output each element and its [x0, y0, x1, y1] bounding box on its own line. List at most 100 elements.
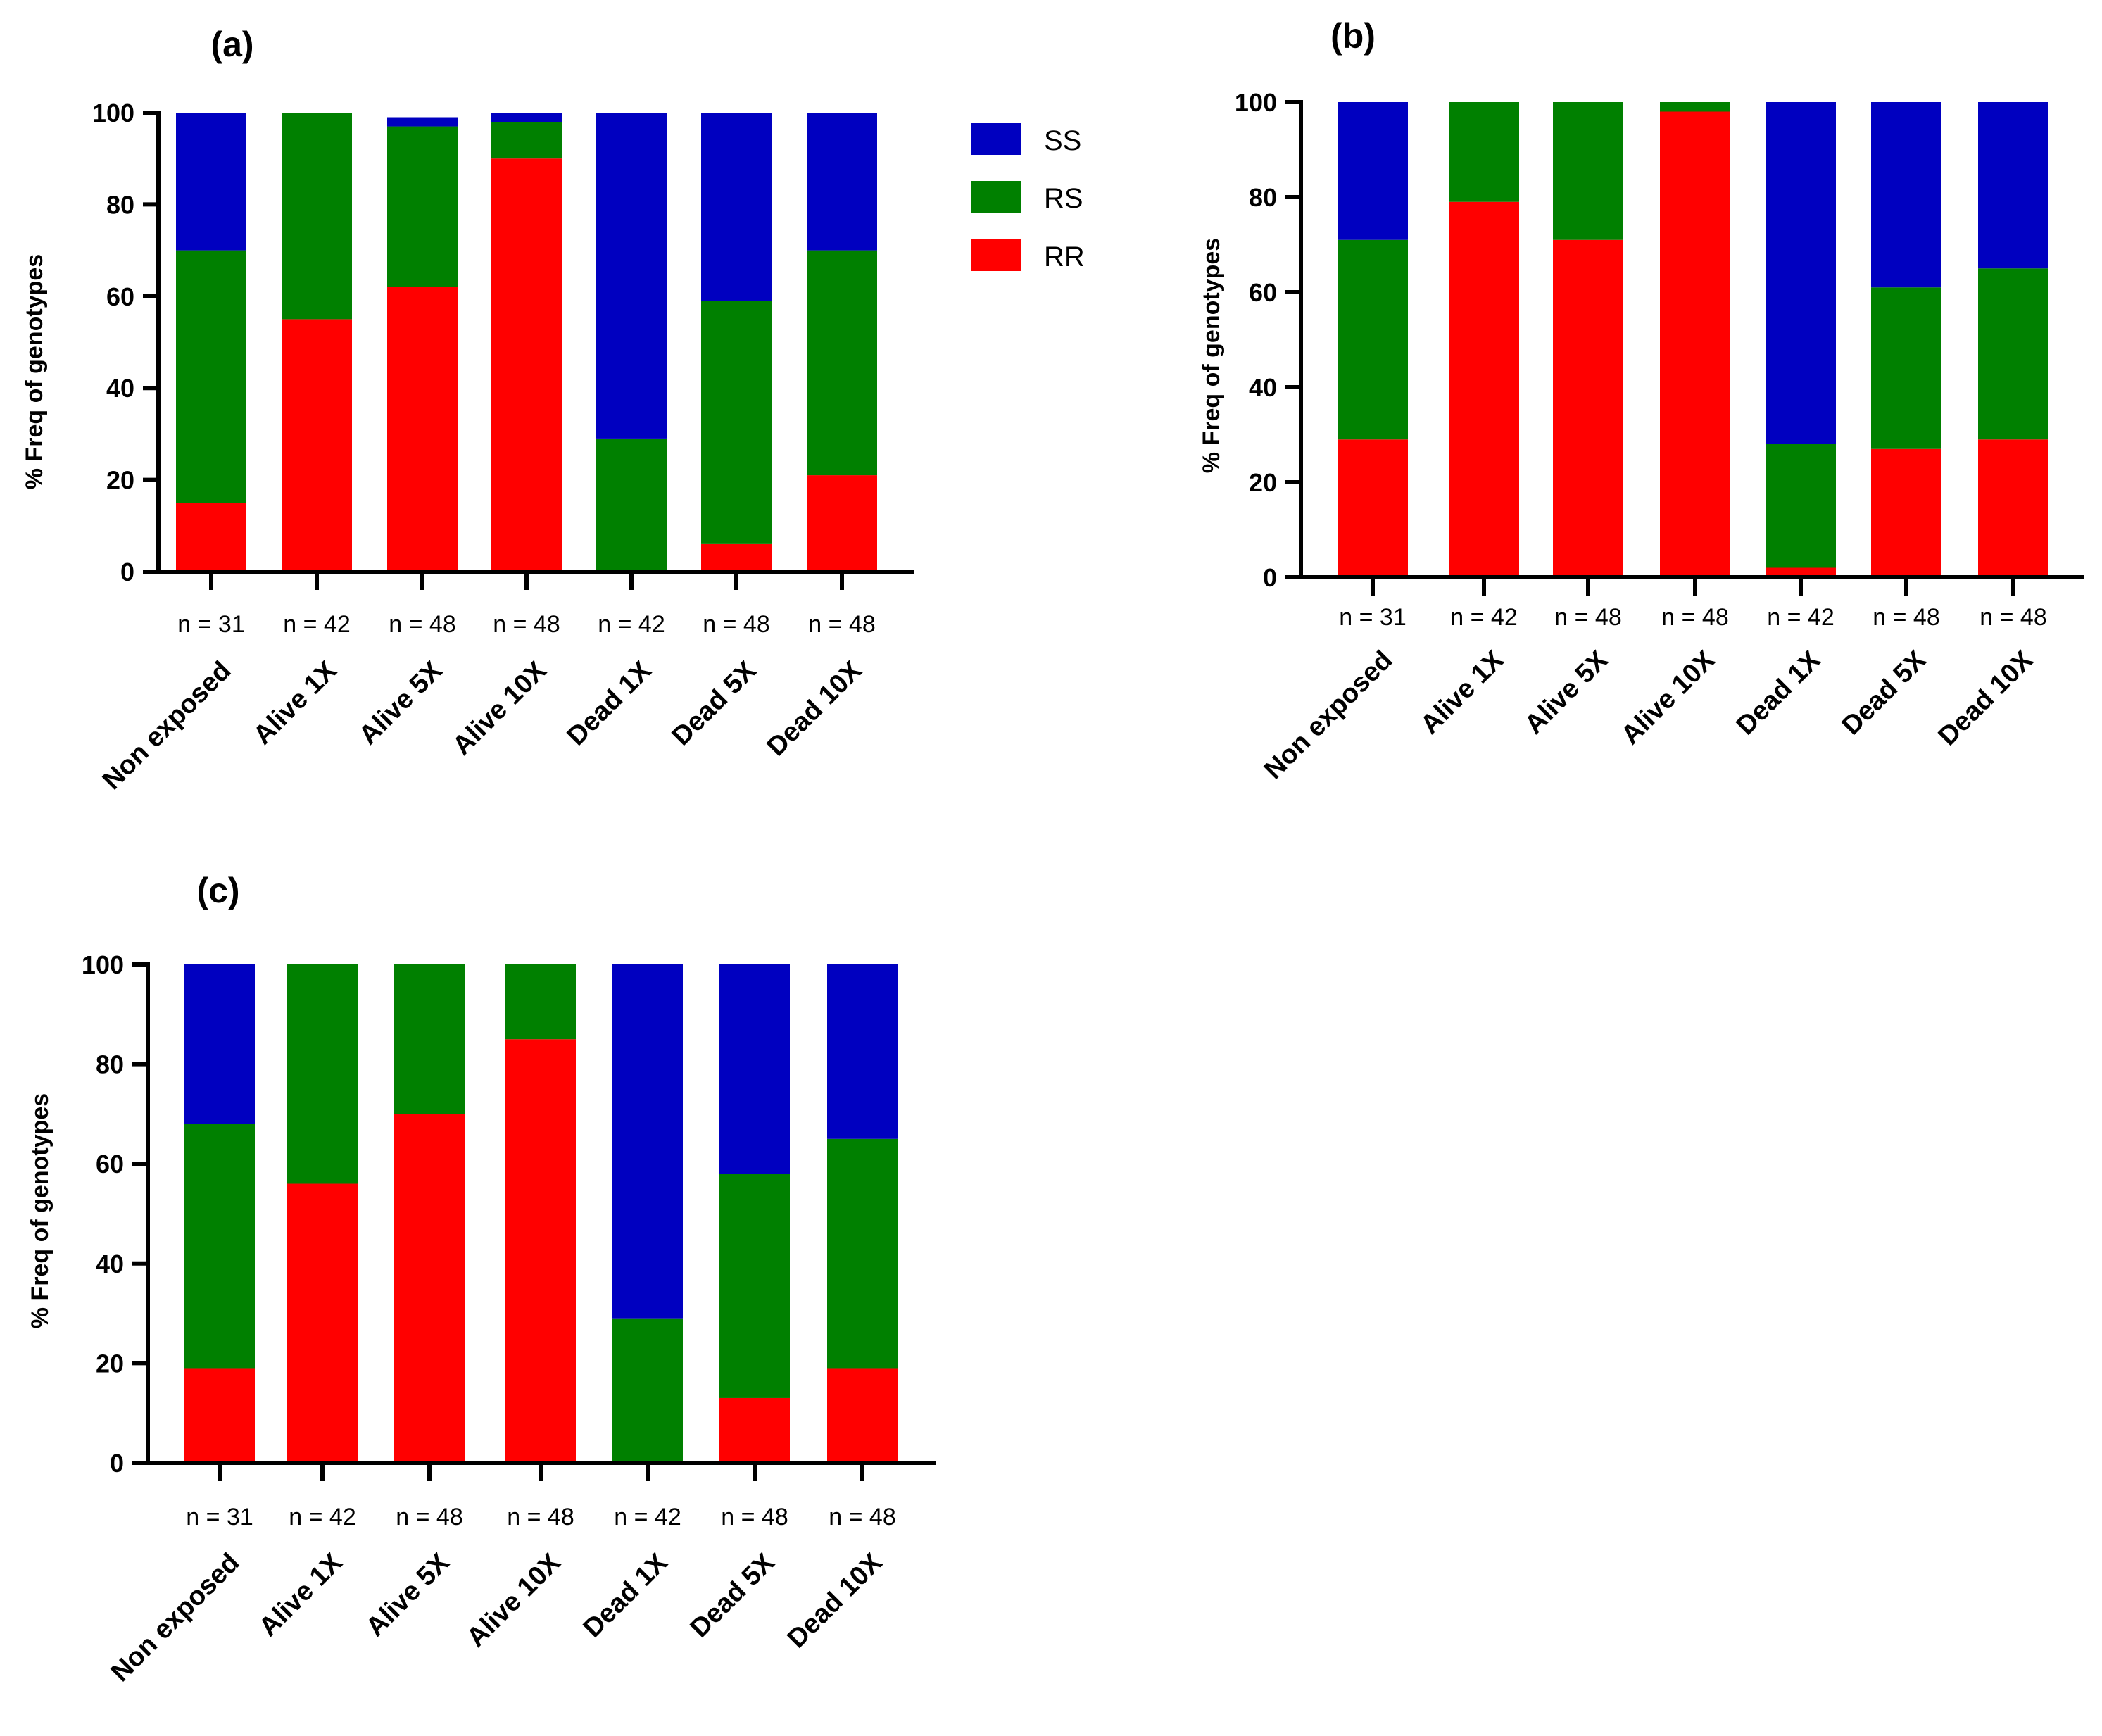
- bar-rs-6: [701, 301, 772, 544]
- bar-rs-4: [505, 964, 576, 1040]
- bar-rs-2: [287, 964, 358, 1184]
- y-tick-label: 100: [82, 950, 124, 979]
- panel-label: (a): [210, 25, 253, 64]
- legend-swatch-rs: [971, 181, 1021, 213]
- legend-swatch-rr: [971, 239, 1021, 271]
- n-label: n = 42: [289, 1504, 355, 1530]
- bar-ss-7: [1978, 102, 2048, 269]
- bar-rr-1: [176, 503, 246, 572]
- bar-rs-7: [827, 1138, 898, 1369]
- bar-rs-1: [176, 250, 246, 503]
- n-label: n = 48: [493, 611, 560, 638]
- y-tick-label: 40: [106, 374, 134, 403]
- bars-group: [176, 113, 877, 572]
- bar-rr-7: [1978, 439, 2048, 577]
- bar-ss-3: [387, 117, 458, 127]
- bar-rr-6: [701, 543, 772, 572]
- bar-rr-1: [1338, 439, 1408, 577]
- panel-label: (c): [196, 871, 239, 910]
- bar-rr-3: [387, 287, 458, 572]
- y-tick-label: 60: [96, 1150, 124, 1178]
- n-label: n = 42: [1450, 604, 1517, 631]
- legend-label-ss: SS: [1044, 125, 1081, 156]
- legend: SS RS RR: [971, 123, 1085, 272]
- bar-rs-3: [1553, 102, 1623, 240]
- n-label: n = 48: [1554, 604, 1621, 631]
- n-label: n = 42: [598, 611, 665, 638]
- bars-group: [184, 964, 898, 1463]
- bar-ss-7: [827, 964, 898, 1139]
- bar-rs-6: [1871, 287, 1941, 449]
- y-tick-label: 20: [1249, 468, 1277, 497]
- bar-rr-3: [394, 1114, 465, 1463]
- bar-rr-4: [491, 158, 562, 572]
- bar-rs-2: [1449, 102, 1519, 202]
- y-tick-label: 20: [96, 1349, 124, 1378]
- bar-rs-4: [1660, 102, 1730, 112]
- bar-rr-2: [1449, 201, 1519, 577]
- bar-ss-6: [701, 113, 772, 301]
- y-tick-label: 80: [96, 1050, 124, 1079]
- y-tick-label: 100: [92, 99, 134, 127]
- n-label: n = 48: [808, 611, 875, 638]
- bar-rs-6: [719, 1174, 790, 1398]
- y-tick-label: 80: [106, 190, 134, 219]
- bar-rr-7: [827, 1368, 898, 1463]
- bar-rs-1: [1338, 239, 1408, 440]
- n-label: n = 48: [1980, 604, 2046, 631]
- bar-rs-5: [596, 438, 667, 572]
- n-label: n = 48: [507, 1504, 574, 1530]
- bar-rs-5: [612, 1318, 683, 1463]
- bar-rr-1: [184, 1368, 255, 1463]
- n-label: n = 42: [1767, 604, 1834, 631]
- bar-rs-4: [491, 122, 562, 159]
- n-label: n = 31: [1339, 604, 1406, 631]
- y-axis-label: % Freq of genotypes: [27, 1093, 54, 1328]
- y-tick-label: 0: [110, 1449, 124, 1478]
- y-tick-label: 0: [1263, 563, 1277, 592]
- bar-ss-5: [612, 964, 683, 1319]
- bar-rs-2: [282, 113, 352, 320]
- n-label: n = 31: [186, 1504, 253, 1530]
- bar-ss-7: [807, 113, 877, 251]
- bar-rr-2: [282, 319, 352, 572]
- bar-rs-7: [1978, 268, 2048, 440]
- bar-rs-3: [394, 964, 465, 1114]
- legend-label-rr: RR: [1044, 241, 1085, 272]
- y-axis-label: % Freq of genotypes: [21, 254, 48, 489]
- n-label: n = 48: [396, 1504, 462, 1530]
- n-label: n = 48: [703, 611, 769, 638]
- n-label: n = 48: [389, 611, 455, 638]
- bar-ss-6: [719, 964, 790, 1174]
- panel-label: (b): [1330, 16, 1376, 56]
- legend-swatch-ss: [971, 123, 1021, 155]
- n-label: n = 42: [283, 611, 350, 638]
- legend-label-rs: RS: [1044, 183, 1083, 214]
- n-label: n = 42: [614, 1504, 681, 1530]
- y-tick-label: 60: [106, 282, 134, 311]
- bar-rr-6: [1871, 448, 1941, 577]
- bar-rr-6: [719, 1397, 790, 1463]
- y-tick-label: 80: [1249, 183, 1277, 212]
- bar-rr-3: [1553, 239, 1623, 577]
- bar-rs-1: [184, 1124, 255, 1369]
- bar-ss-4: [491, 113, 562, 122]
- y-tick-label: 0: [120, 558, 134, 586]
- bars-group: [1338, 102, 2048, 577]
- bar-rr-7: [807, 475, 877, 572]
- bar-ss-5: [1766, 102, 1836, 444]
- bar-rs-5: [1766, 444, 1836, 568]
- n-label: n = 31: [177, 611, 244, 638]
- bar-ss-5: [596, 113, 667, 439]
- bar-ss-1: [176, 113, 246, 251]
- bar-rs-3: [387, 126, 458, 287]
- bar-rr-4: [1660, 111, 1730, 577]
- n-label: n = 48: [829, 1504, 895, 1530]
- bar-ss-6: [1871, 102, 1941, 288]
- bar-rr-2: [287, 1183, 358, 1463]
- bar-rr-4: [505, 1039, 576, 1463]
- y-tick-label: 20: [106, 466, 134, 495]
- n-label: n = 48: [721, 1504, 788, 1530]
- bar-rr-5: [1766, 567, 1836, 577]
